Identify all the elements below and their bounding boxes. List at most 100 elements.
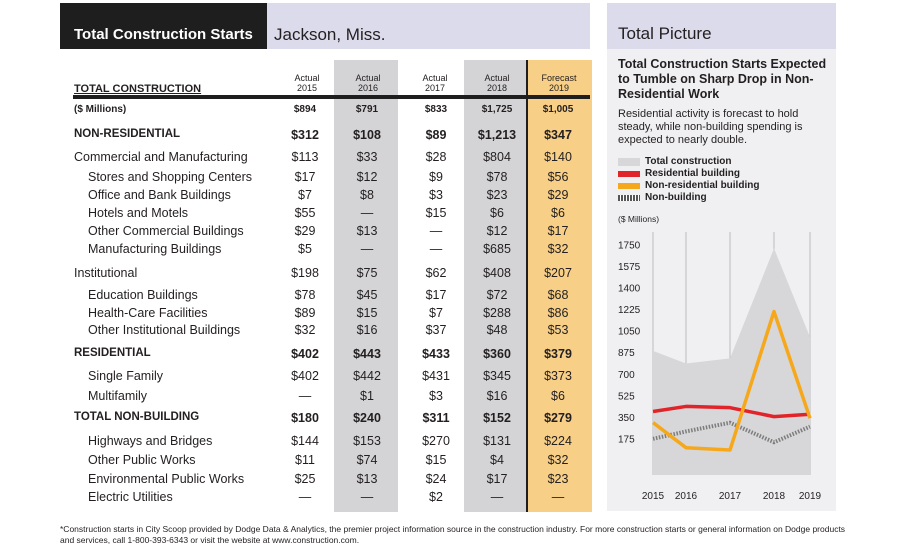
cell-2018: $152: [483, 411, 511, 425]
legend-swatch-total: [618, 158, 640, 166]
table-row: Other Commercial Buildings $29 $13 — $12 $17: [0, 224, 600, 242]
cell-2015: $11: [295, 453, 315, 467]
cell-2018: $23: [486, 188, 508, 202]
table-row: Office and Bank Buildings $7 $8 $3 $23 $29: [0, 188, 600, 206]
cell-2017: $15: [425, 453, 447, 467]
cell-2016: $443: [353, 347, 381, 361]
cell-2017: $15: [425, 206, 447, 220]
cell-2019: $347: [544, 128, 572, 142]
cell-2019: $207: [544, 266, 572, 280]
row-label: Hotels and Motels: [88, 206, 189, 220]
cell-2016: $1: [360, 389, 374, 403]
cell-2015: —: [298, 490, 312, 504]
row-label: Other Public Works: [88, 453, 196, 467]
cell-2019: $1,005: [542, 104, 574, 115]
column-shade-2016: [334, 60, 398, 512]
cell-2016: $8: [360, 188, 374, 202]
y-tick-label: 1575: [618, 262, 641, 273]
cell-2019: $17: [547, 224, 569, 238]
cell-2019: $224: [544, 434, 572, 448]
row-label: Commercial and Manufacturing: [74, 150, 248, 164]
cell-2019: $6: [551, 389, 565, 403]
table-row: TOTAL NON-BUILDING $180 $240 $311 $152 $279: [0, 411, 600, 429]
cell-2018: $1,725: [481, 104, 513, 115]
area-total-construction: [653, 248, 810, 475]
column-header-2018: Actual 2018: [484, 73, 510, 93]
table-row: Electric Utilities — — $2 — —: [0, 490, 600, 508]
column-header-2017: Actual 2017: [422, 73, 448, 93]
footnote: *Construction starts in City Scoop provi…: [60, 524, 846, 545]
cell-2019: $29: [547, 188, 569, 202]
row-label: NON-RESIDENTIAL: [74, 128, 181, 140]
cell-2017: $2: [429, 490, 443, 504]
cell-2015: $29: [294, 224, 316, 238]
cell-2015: $5: [298, 242, 312, 256]
cell-2017: $311: [422, 411, 450, 425]
row-label: Institutional: [74, 266, 138, 280]
row-label: Highways and Bridges: [88, 434, 213, 448]
cell-2016: $791: [355, 104, 379, 115]
cell-2015: $402: [291, 369, 319, 383]
table-row: RESIDENTIAL $402 $443 $433 $360 $379: [0, 347, 600, 365]
y-tick-label: 1225: [618, 305, 641, 316]
table-subtitle: Jackson, Miss.: [274, 25, 386, 44]
cell-2018: $131: [483, 434, 511, 448]
cell-2015: $32: [294, 323, 316, 337]
row-label: Single Family: [88, 369, 164, 383]
cell-2015: $144: [291, 434, 319, 448]
cell-2017: $3: [429, 188, 443, 202]
row-label: Environmental Public Works: [88, 472, 245, 486]
cell-2017: $24: [425, 472, 447, 486]
cell-2016: $442: [353, 369, 381, 383]
y-tick-label: 175: [618, 434, 635, 445]
cell-2018: $48: [486, 323, 508, 337]
cell-2016: $108: [353, 128, 381, 142]
row-label: Health-Care Facilities: [88, 306, 208, 320]
cell-2018: $72: [486, 288, 508, 302]
cell-2017: —: [429, 224, 443, 238]
table-row: Commercial and Manufacturing $113 $33 $28 $8…: [0, 150, 600, 168]
cell-2016: $153: [353, 434, 381, 448]
cell-2017: $3: [429, 389, 443, 403]
cell-2015: $55: [294, 206, 316, 220]
cell-2018: $6: [490, 206, 504, 220]
cell-2019: —: [551, 490, 565, 504]
row-label: Electric Utilities: [88, 490, 173, 504]
cell-2016: $240: [353, 411, 381, 425]
table-row: ($ Millions) $894 $791 $833 $1,725 $1,005: [0, 104, 600, 122]
cell-2018: $288: [483, 306, 511, 320]
line-non-building: [652, 420, 811, 445]
table-row: Environmental Public Works $25 $13 $24 $17 $2…: [0, 472, 600, 490]
table-row: Other Institutional Buildings $32 $16 $37 $4…: [0, 323, 600, 341]
cell-2019: $373: [544, 369, 572, 383]
cell-2017: $9: [429, 170, 443, 184]
table-title-box: [60, 3, 267, 49]
table-row: Highways and Bridges $144 $153 $270 $131 $224: [0, 434, 600, 452]
line-residential: [652, 404, 811, 419]
column-header-2016: Actual 2016: [355, 73, 381, 93]
cell-2017: —: [429, 242, 443, 256]
cell-2019: $56: [547, 170, 569, 184]
cell-2016: $12: [356, 170, 378, 184]
x-tick-label: 2017: [719, 491, 742, 502]
cell-2019: $23: [547, 472, 569, 486]
cell-2015: $17: [294, 170, 316, 184]
table-row: Manufacturing Buildings $5 — — $685 $32: [0, 242, 600, 260]
cell-2015: $113: [291, 150, 319, 164]
cell-2016: $15: [356, 306, 378, 320]
column-shade-forecast-2019: [526, 60, 592, 512]
cell-2016: $75: [356, 266, 378, 280]
chart-subtitle: Residential activity is forecast to hold…: [618, 108, 803, 146]
y-tick-label: 1400: [618, 284, 641, 295]
cell-2019: $32: [547, 453, 569, 467]
legend-swatch-non-building: [618, 195, 640, 201]
cell-2015: —: [298, 389, 312, 403]
cell-2018: $408: [483, 266, 511, 280]
y-tick-label: 1750: [618, 240, 641, 251]
cell-2016: $13: [356, 472, 378, 486]
cell-2015: $25: [294, 472, 316, 486]
row-label: Other Institutional Buildings: [88, 323, 241, 337]
row-label: RESIDENTIAL: [74, 347, 151, 359]
cell-2016: $16: [356, 323, 378, 337]
row-label: Education Buildings: [88, 288, 198, 302]
